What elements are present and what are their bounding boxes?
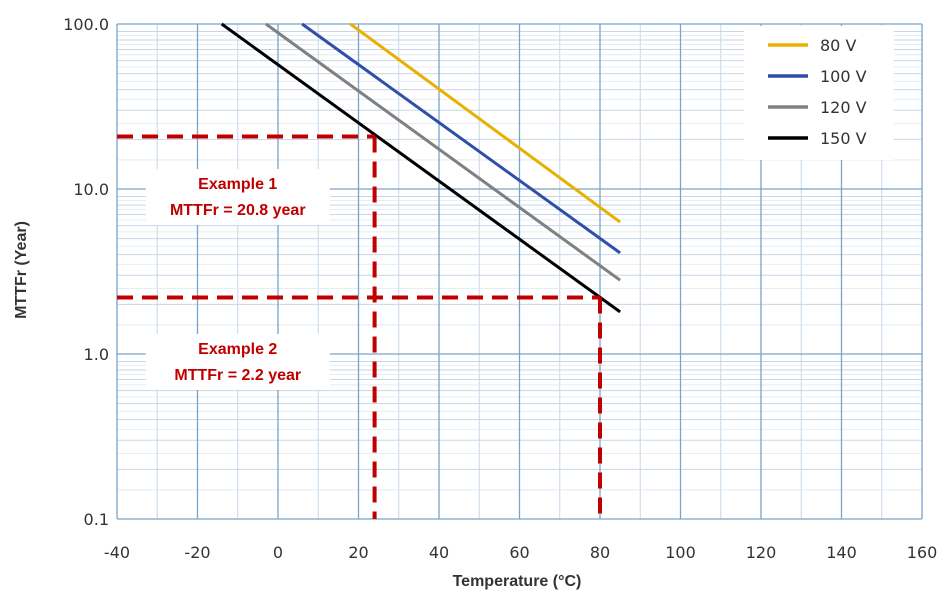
- series-line-120v: [265, 22, 621, 282]
- example-2-value: MTTFr = 2.2 year: [174, 367, 301, 384]
- example-guide-lines: [117, 134, 602, 519]
- x-tick-label: 60: [509, 543, 529, 562]
- y-axis-ticks: 0.1 1.0 10.0 100.0: [63, 15, 109, 529]
- y-tick-label: 10.0: [73, 180, 109, 199]
- series-line-150v: [220, 22, 621, 314]
- legend-label-100v: 100 V: [820, 67, 867, 86]
- example-annotations: Example 1 MTTFr = 20.8 year Example 2 MTTFr…: [145, 169, 330, 390]
- x-axis-ticks: -40 -20 0 20 40 60 80 100 120 140 160: [104, 543, 937, 562]
- legend-label-150v: 150 V: [820, 129, 867, 148]
- legend-label-120v: 120 V: [820, 98, 867, 117]
- example-1-label-bg: [145, 169, 330, 225]
- y-tick-label: 100.0: [63, 15, 109, 34]
- x-axis-title: Temperature (°C): [453, 573, 582, 590]
- series-line-100v: [301, 22, 621, 255]
- x-tick-label: 40: [429, 543, 449, 562]
- x-tick-label: 120: [746, 543, 777, 562]
- series-lines: [220, 22, 621, 314]
- x-tick-label: 100: [665, 543, 696, 562]
- x-tick-label: 140: [826, 543, 857, 562]
- series-line-80v: [349, 22, 621, 224]
- y-tick-label: 1.0: [84, 345, 109, 364]
- x-tick-label: 0: [273, 543, 283, 562]
- x-tick-label: 80: [590, 543, 610, 562]
- x-tick-label: -20: [184, 543, 210, 562]
- legend-box: [744, 26, 894, 160]
- example-2-title: Example 2: [198, 341, 277, 358]
- legend-label-80v: 80 V: [820, 36, 856, 55]
- y-tick-label: 0.1: [84, 510, 109, 529]
- x-tick-label: -40: [104, 543, 130, 562]
- example-2-label-bg: [145, 334, 330, 390]
- x-tick-label: 20: [348, 543, 368, 562]
- y-axis-title: MTTFr (Year): [13, 221, 30, 319]
- legend: 80 V 100 V 120 V 150 V: [744, 26, 894, 160]
- example-1-value: MTTFr = 20.8 year: [170, 202, 306, 219]
- example-1-title: Example 1: [198, 176, 277, 193]
- x-tick-label: 160: [907, 543, 938, 562]
